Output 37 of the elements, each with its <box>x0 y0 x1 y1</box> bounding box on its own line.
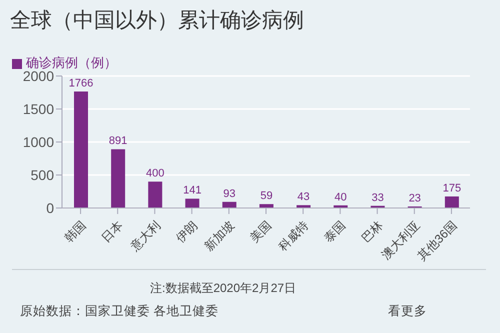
bar <box>148 182 162 208</box>
data-label: 891 <box>108 135 128 148</box>
bar <box>185 198 200 208</box>
data-label: 33 <box>372 192 384 204</box>
y-tick-label: 2000 <box>22 68 54 84</box>
x-tick-label: 伊朗 <box>173 218 200 246</box>
legend-label: 确诊病例（例） <box>26 55 117 70</box>
x-tick-label: 意大利 <box>126 218 163 254</box>
y-tick-label: 500 <box>30 166 54 183</box>
data-label: 175 <box>442 182 462 194</box>
data-label: 141 <box>183 184 202 197</box>
data-label: 43 <box>297 191 310 204</box>
text: 原始数据：国家卫健委 各地卫健委 <box>20 303 218 320</box>
x-tick-label: 日本 <box>98 218 126 246</box>
bar <box>259 204 274 208</box>
data-label: 400 <box>146 168 164 180</box>
text: 看更多 <box>388 303 427 320</box>
x-tick-label: 新加坡 <box>202 218 238 254</box>
bar <box>444 196 459 208</box>
x-tick-label: 美国 <box>247 218 274 246</box>
bar <box>74 91 88 208</box>
data-label: 1766 <box>68 77 94 90</box>
x-tick-label: 科威特 <box>276 218 312 254</box>
x-tick-label: 巴林 <box>358 218 386 246</box>
y-tick-label: 1000 <box>22 134 54 150</box>
data-label: 93 <box>223 188 236 200</box>
x-tick-label: 韩国 <box>62 218 89 246</box>
data-label: 40 <box>334 191 347 204</box>
data-label: 59 <box>260 190 273 202</box>
y-tick-label: 1500 <box>22 100 54 117</box>
bar <box>222 202 236 208</box>
bar <box>111 149 126 208</box>
data-label: 23 <box>408 192 421 204</box>
x-tick-label: 泰国 <box>321 218 348 246</box>
y-tick-label: 0 <box>46 200 54 216</box>
chart-title: 全球（中国以外）累计确诊病例 <box>10 8 304 34</box>
text: 注:数据截至2020年2月27日 <box>150 280 296 297</box>
